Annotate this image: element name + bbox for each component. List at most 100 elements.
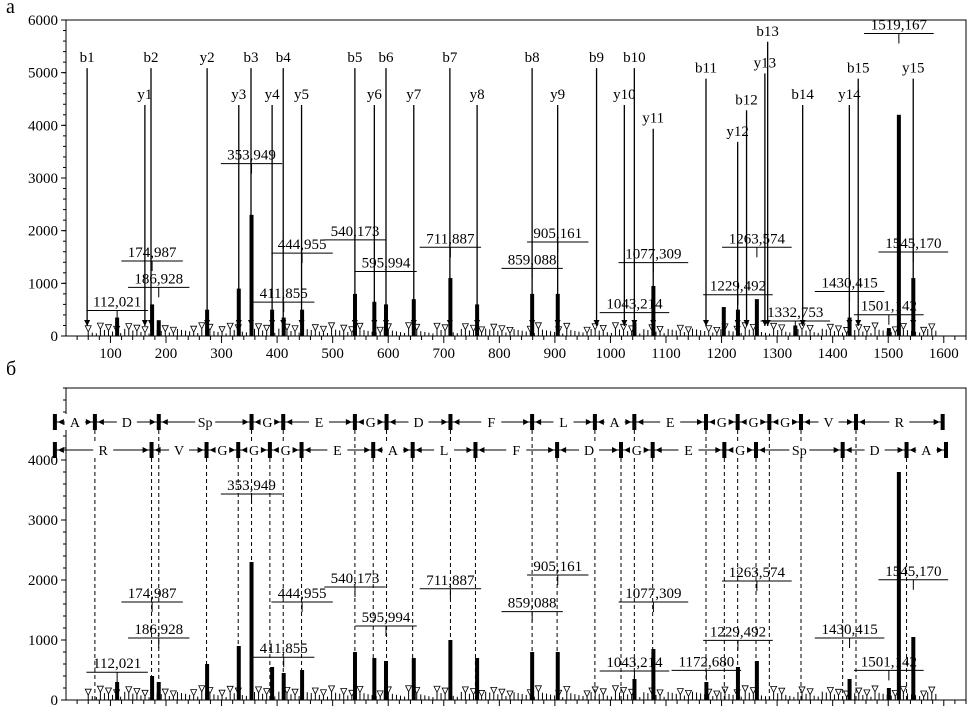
peak-marker [506,326,514,335]
y-series-ladder-tick [754,442,758,458]
peak-marker [218,689,226,698]
y-series-ladder-tick [555,442,560,458]
ion-arrow [855,320,862,326]
peak-marker [125,323,133,331]
y-tick-label: 0 [51,693,59,706]
peak-marker [863,325,871,334]
residue-label-bg [660,414,681,430]
peak-marker [356,322,364,331]
residue-label: G [748,416,758,431]
spectrum-peak [651,649,656,700]
ion-label: b14 [791,87,814,103]
peak-marker [705,325,713,333]
peak-marker [920,326,928,335]
mass-label: 1501,142 [861,654,917,670]
peak-marker [263,324,271,333]
peak-marker [218,326,226,334]
b-series-ladder-tick [767,414,772,430]
x-tick-label: 500 [321,346,344,362]
ion-arrow [148,320,154,326]
x-tick-label: 700 [433,346,456,362]
y-series-ladder-arrow [747,447,753,453]
residue-label: G [262,416,272,431]
y-tick-label: 6000 [28,13,58,29]
mass-label: 174,987 [128,245,177,261]
ion-arrow [298,320,305,326]
y-series-ladder-tick [619,442,623,458]
residue-label-bg [434,442,455,458]
residue-label-bg [789,442,810,458]
spectrum-peak [300,670,305,700]
spectrum-peak [270,667,275,700]
y-series-ladder-arrow [209,447,216,453]
peak-marker [133,688,141,696]
y-tick-label: 1000 [28,633,58,649]
peak-marker [376,326,384,335]
y-series-ladder-tick [371,442,376,458]
peak-marker [133,324,141,333]
b-series-ladder-arrow [345,419,352,425]
ion-arrow [474,320,481,326]
peak-marker [161,325,169,333]
ion-label: y7 [406,87,422,103]
y-tick-label: 2000 [28,573,58,589]
y-series-ladder-arrow [909,447,916,453]
spectrum-peak [205,664,210,700]
peak-marker [599,688,607,696]
residue-label-bg [212,442,233,458]
ion-label: b7 [442,50,458,66]
peak-marker [319,689,328,697]
ion-arrow [269,320,276,326]
y-series-ladder-arrow [937,447,943,453]
residue-label-bg [382,442,403,458]
b-series-ladder-arrow [286,419,293,425]
spectrum-peak [383,661,388,700]
mass-label: 1545,170 [885,564,941,580]
b-series-ladder-arrow [709,419,715,425]
ion-label: b4 [276,50,292,66]
spectrum-peak [236,646,241,700]
residue-label-bg [360,414,381,430]
ion-arrow [593,320,600,326]
peak-marker [713,690,721,698]
y-series-ladder-tick [840,442,845,458]
ion-label: b6 [379,50,395,66]
peak-marker [920,690,928,698]
peak-marker [327,685,336,693]
b-series-ladder-arrow [149,419,156,425]
ion-arrow [141,320,148,326]
mass-label: 711,887 [426,231,475,247]
spectrum-peak [721,307,726,336]
mass-label: 595,994 [362,256,411,272]
b-series-ladder-arrow [597,419,604,425]
ion-label: y1 [137,87,152,103]
spectrum-peak [847,679,852,700]
residue-label-bg [169,442,190,458]
peak-marker [198,322,206,330]
b-series-ladder-arrow [535,419,542,425]
peak-marker [834,688,843,697]
ion-label: y14 [838,87,861,103]
spectrum-peak [632,322,637,336]
peak-marker [96,685,105,694]
residue-label-bg [195,414,216,430]
peak-marker [84,325,92,333]
residue-label: G [632,444,642,459]
peak-marker [340,688,348,696]
b-series-ladder-tick [854,414,858,430]
x-tick-label: 900 [544,346,567,362]
peak-marker [104,687,113,695]
peak-marker [834,325,843,333]
y-series-ladder-arrow [229,447,236,453]
y-series-ladder-arrow [612,447,618,453]
b-series-ladder-tick [632,414,637,430]
spectrum-peak [886,688,891,700]
residue-label: E [684,444,693,459]
b-series-ladder-tick [448,414,453,430]
peak-marker [684,690,693,698]
residue-label: V [174,444,184,459]
b-series-ladder-tick [940,414,945,430]
peak-marker [404,685,413,693]
panel-label-a: а [6,0,15,18]
peak-marker [291,325,299,333]
